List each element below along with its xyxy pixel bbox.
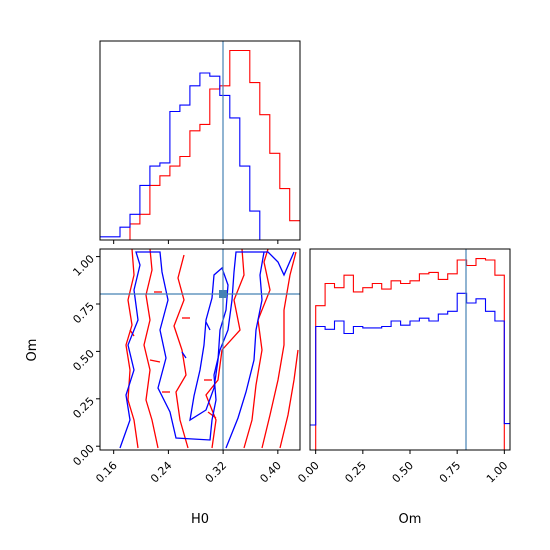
- red-contour-outer-left: [125, 249, 139, 449]
- histogram-step-red: [310, 258, 510, 451]
- y-tick-label: 0.75: [70, 300, 97, 327]
- red-contour-core: [173, 254, 189, 449]
- x-tick-label: 0.75: [437, 459, 464, 486]
- blue-island-1: [205, 321, 211, 331]
- red-island-6: [207, 411, 217, 419]
- x-tick-label: 0.32: [203, 459, 230, 486]
- histogram-step-blue: [310, 292, 510, 426]
- histogram-step-blue: [100, 72, 300, 241]
- red-island-7: [129, 329, 135, 337]
- y-tick-label: 0.50: [70, 347, 97, 374]
- om-marginal-frame: [309, 248, 511, 451]
- y-tick-label: 1.00: [70, 252, 97, 279]
- h0-om-contour-panel: 0.16 0.24 0.32 0.400.000.250.500.751.00 H0 …: [25, 248, 301, 527]
- contour-frame: [99, 248, 301, 451]
- h0-marginal-histogram: [99, 40, 301, 244]
- red-contour-inner-right: [205, 249, 245, 449]
- red-contour-outer-right: [243, 249, 271, 449]
- contour-ylabel: Om: [25, 339, 40, 362]
- x-tick-label: 1.00: [484, 459, 511, 486]
- h0-marginal-frame: [99, 40, 301, 241]
- red-contour-inner-left: [143, 249, 159, 449]
- h0-marginal-ticks: [113, 240, 279, 244]
- om-marginal-ticks: 0.00 0.25 0.50 0.75 1.00: [295, 450, 510, 485]
- red-contour-edge-2: [279, 349, 299, 449]
- om-xlabel: Om: [399, 512, 422, 527]
- contour-lines: [119, 249, 299, 449]
- om-marginal-histogram: 0.00 0.25 0.50 0.75 1.00 Om: [295, 248, 511, 527]
- x-tick-label: 0.25: [342, 459, 369, 486]
- red-island-3: [149, 359, 161, 363]
- blue-contour-right: [225, 251, 265, 449]
- red-contour-edge-1: [261, 251, 297, 449]
- truth-point-marker: [219, 290, 227, 298]
- y-tick-label: 0.00: [70, 442, 97, 469]
- y-tick-label: 0.25: [70, 395, 97, 422]
- blue-contour-inner: [189, 266, 229, 422]
- x-tick-label: 0.40: [257, 459, 284, 486]
- x-tick-label: 0.24: [148, 459, 175, 486]
- x-tick-label: 0.50: [390, 459, 417, 486]
- contour-xlabel: H0: [191, 512, 209, 527]
- blue-contour-outer: [119, 251, 295, 449]
- x-tick-label: 0.00: [295, 459, 322, 486]
- blue-island-2: [181, 351, 187, 359]
- x-tick-label: 0.16: [93, 459, 120, 486]
